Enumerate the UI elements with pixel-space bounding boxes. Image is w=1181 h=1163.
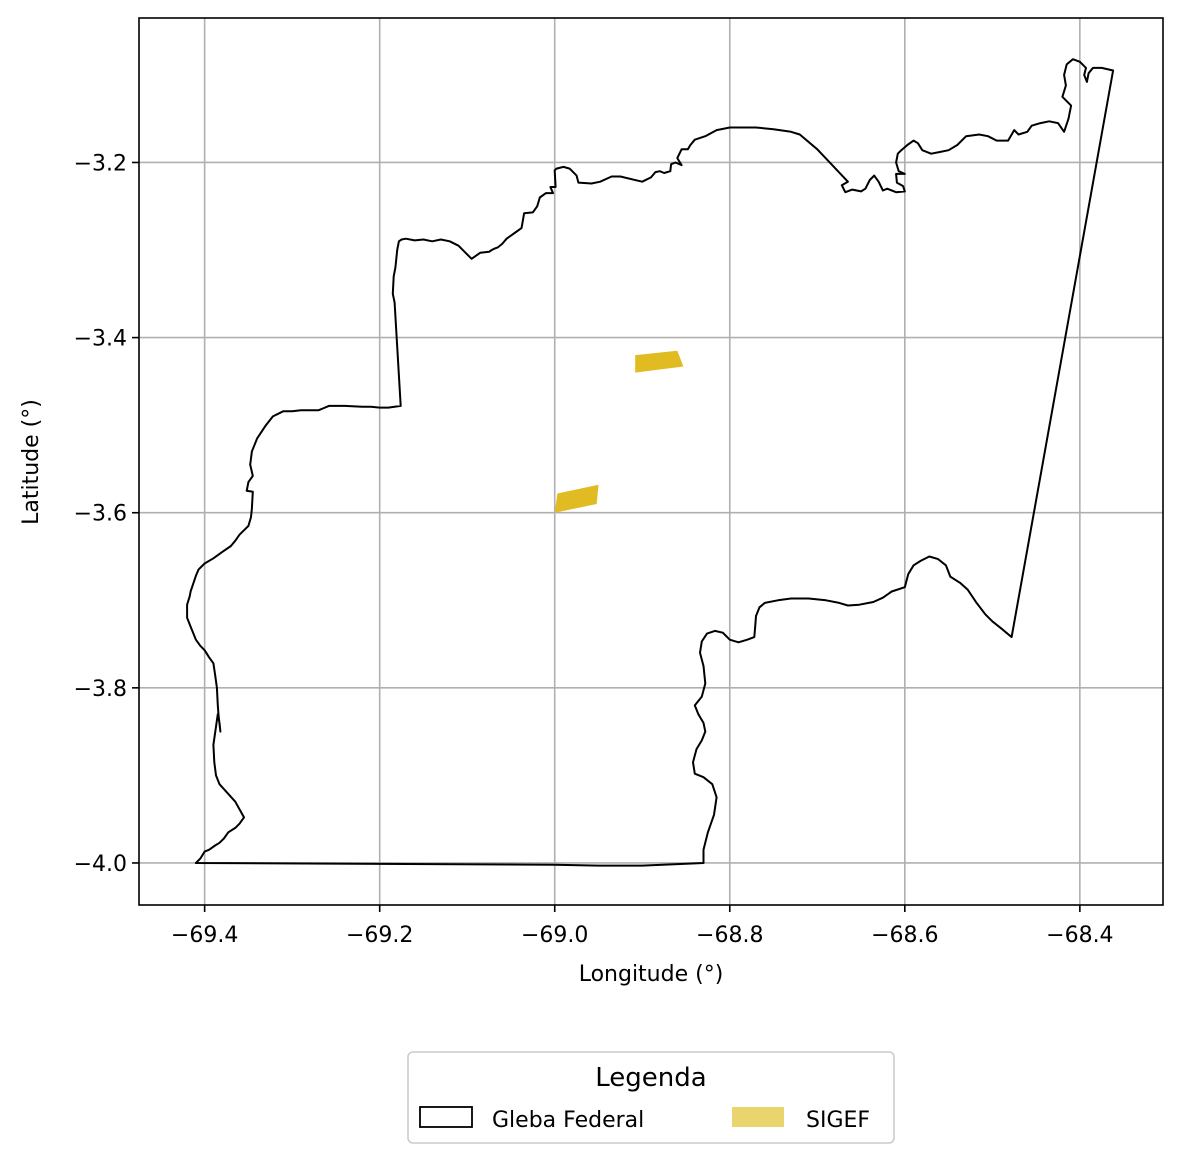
x-tick-label: −69.0 xyxy=(521,923,588,948)
x-tick-label: −69.2 xyxy=(346,923,413,948)
sigef-parcel xyxy=(635,350,684,373)
legend-label-sigef: SIGEF xyxy=(806,1108,870,1133)
x-tick-label: −68.4 xyxy=(1046,923,1113,948)
y-tick-label: −3.6 xyxy=(74,502,127,527)
sigef-parcel xyxy=(554,484,599,513)
legend: Legenda Gleba Federal SIGEF xyxy=(407,1051,895,1144)
legend-label-gleba-federal: Gleba Federal xyxy=(492,1108,644,1133)
x-tick-label: −68.6 xyxy=(871,923,938,948)
legend-title: Legenda xyxy=(595,1063,706,1093)
y-axis-title: Latitude (°) xyxy=(19,399,44,525)
y-tick-label: −3.8 xyxy=(74,677,127,702)
x-tick-label: −69.4 xyxy=(171,923,238,948)
y-tick-label: −4.0 xyxy=(74,852,127,877)
x-axis-title: Longitude (°) xyxy=(579,962,724,987)
axis-ticks: −69.4 −69.2 −69.0 −68.8 −68.6 −68.4 −3.2 −3.4 −3… xyxy=(74,151,1114,948)
legend-swatch-sigef xyxy=(732,1107,784,1127)
plot-frame xyxy=(138,17,1164,906)
gleba-federal-boundary xyxy=(186,58,1115,867)
legend-swatch-gleba-federal xyxy=(419,1106,473,1128)
x-tick-label: −68.8 xyxy=(696,923,763,948)
y-tick-label: −3.4 xyxy=(74,327,127,352)
y-tick-label: −3.2 xyxy=(74,151,127,176)
map-layers xyxy=(186,58,1115,867)
